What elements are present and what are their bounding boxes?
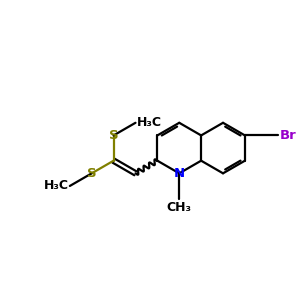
- Text: Br: Br: [280, 129, 297, 142]
- Text: H₃C: H₃C: [44, 179, 69, 193]
- Text: S: S: [109, 129, 118, 142]
- Text: H₃C: H₃C: [136, 116, 161, 129]
- Text: CH₃: CH₃: [167, 200, 192, 214]
- Text: N: N: [174, 167, 185, 180]
- Text: S: S: [87, 167, 97, 180]
